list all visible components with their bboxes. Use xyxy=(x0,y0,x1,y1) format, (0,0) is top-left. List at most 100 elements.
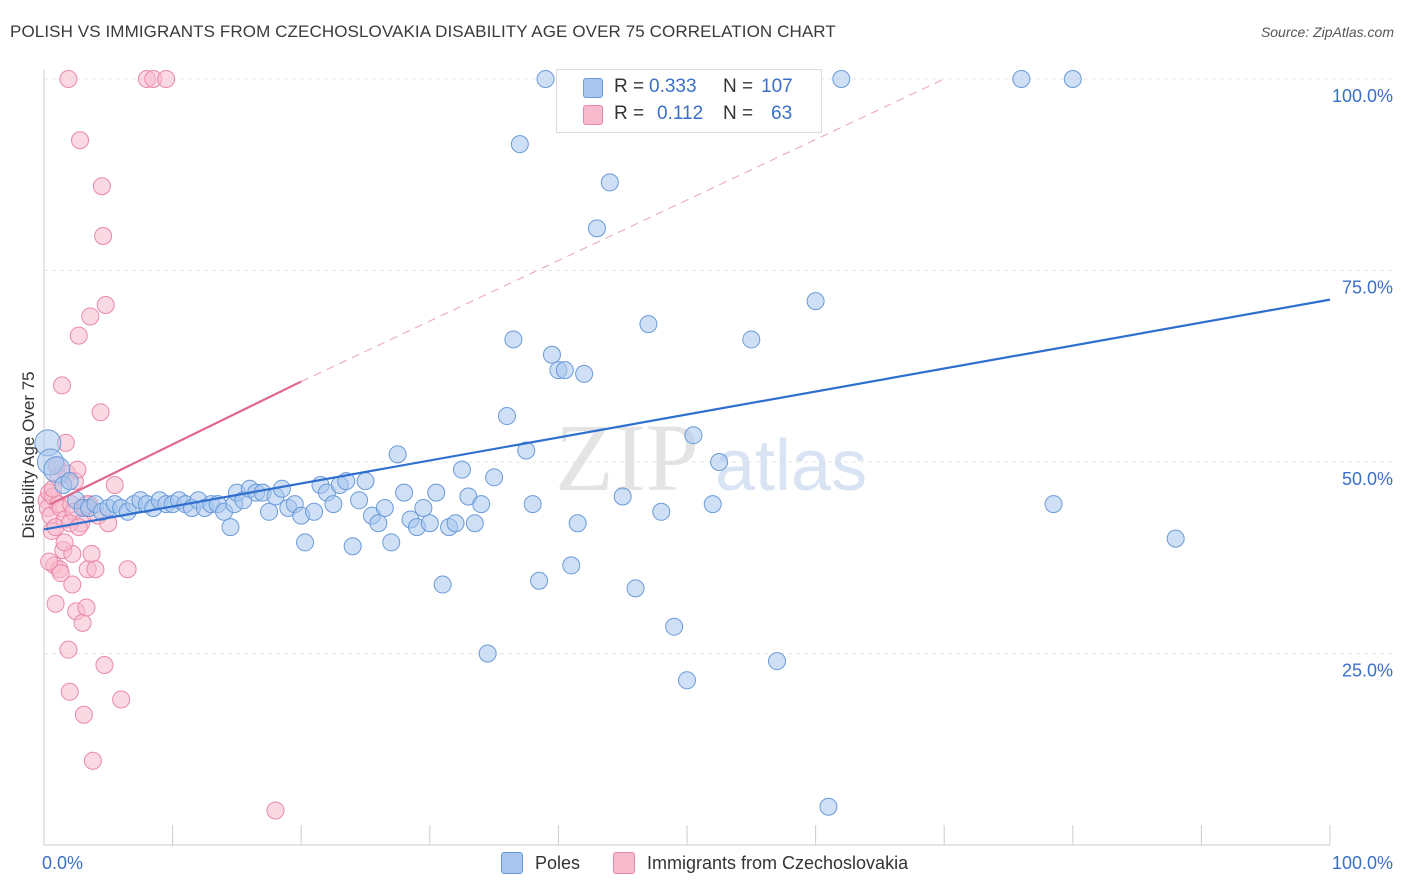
legend-n-value-poles: 107 xyxy=(761,76,793,97)
data-point-poles xyxy=(684,426,703,445)
legend-n-label-poles: N = xyxy=(723,76,754,97)
trend-line-immigrants xyxy=(49,380,302,506)
legend-r-label-immigrants: R = xyxy=(614,103,645,124)
data-point-poles xyxy=(665,617,684,636)
legend-r-value-poles: 0.333 xyxy=(649,76,697,97)
data-point-poles xyxy=(613,487,632,506)
data-point-immigrants xyxy=(95,655,114,674)
grid-lines xyxy=(44,78,1395,654)
data-point-immigrants xyxy=(82,544,101,563)
data-point-immigrants xyxy=(92,177,111,196)
legend-item-swatch-immigrants xyxy=(613,852,635,874)
data-point-immigrants xyxy=(94,227,113,246)
legend-swatch-immigrants xyxy=(583,105,603,125)
legend-r-value-immigrants: 0.112 xyxy=(657,103,704,124)
data-point-poles xyxy=(1044,495,1063,514)
data-point-immigrants xyxy=(53,376,72,395)
data-point-poles xyxy=(678,671,696,690)
data-point-poles xyxy=(324,495,343,514)
data-point-poles xyxy=(626,579,645,598)
data-point-poles xyxy=(703,495,722,514)
data-point-poles xyxy=(296,533,315,552)
data-point-poles xyxy=(1166,529,1185,548)
y-tick-label: 100.0% xyxy=(1332,86,1393,106)
x-tick-label: 100.0% xyxy=(1332,853,1393,873)
data-point-poles xyxy=(305,502,324,521)
data-point-poles xyxy=(542,345,561,364)
legend-item-label-poles: Poles xyxy=(535,852,581,873)
data-point-immigrants xyxy=(112,690,131,709)
legend-item-immigrants: Immigrants from Czechoslovakia xyxy=(613,852,908,874)
data-point-immigrants xyxy=(266,801,285,820)
data-point-poles xyxy=(523,495,542,514)
data-point-poles xyxy=(414,498,433,517)
data-point-poles xyxy=(446,514,465,533)
series-immigrants-czechoslovakia xyxy=(37,70,285,820)
data-point-poles xyxy=(485,468,504,487)
data-point-poles xyxy=(517,441,536,460)
data-point-poles xyxy=(60,472,79,491)
x-tick-label: 0.0% xyxy=(42,853,83,873)
data-point-poles xyxy=(221,518,240,537)
data-point-immigrants xyxy=(46,594,65,613)
data-point-immigrants xyxy=(91,403,110,422)
data-point-immigrants xyxy=(63,575,82,594)
legend-n-value-immigrants: 63 xyxy=(771,103,793,124)
legend-r-label-poles: R = xyxy=(614,76,645,97)
data-point-immigrants xyxy=(73,613,92,632)
data-point-poles xyxy=(742,330,761,349)
data-point-immigrants xyxy=(59,70,78,88)
data-point-poles xyxy=(427,483,446,502)
data-point-poles xyxy=(465,514,484,533)
data-point-immigrants xyxy=(55,533,74,552)
data-point-poles xyxy=(819,797,838,816)
data-point-poles xyxy=(369,514,388,533)
y-tick-label: 75.0% xyxy=(1342,278,1393,298)
data-point-poles xyxy=(395,483,414,502)
data-point-poles xyxy=(832,70,851,88)
y-tick-label: 50.0% xyxy=(1342,469,1393,489)
data-point-poles xyxy=(375,498,394,517)
watermark-atlas: atlas xyxy=(715,426,867,506)
data-point-immigrants xyxy=(71,131,90,150)
data-point-poles xyxy=(575,364,594,383)
data-point-poles xyxy=(1012,70,1031,88)
data-point-poles xyxy=(420,514,439,533)
data-point-poles xyxy=(497,407,516,426)
data-point-immigrants xyxy=(51,564,70,583)
data-point-poles xyxy=(343,537,362,556)
data-point-immigrants xyxy=(77,598,96,617)
data-point-immigrants xyxy=(59,640,78,659)
source-label: Source: ZipAtlas.com xyxy=(1260,24,1394,40)
data-point-immigrants xyxy=(74,705,93,724)
data-point-poles xyxy=(433,575,452,594)
data-point-poles xyxy=(562,556,581,575)
trend-lines xyxy=(43,78,1331,531)
tick-labels: 25.0% 50.0% 75.0% 100.0% 0.0% 100.0% xyxy=(42,86,1393,873)
data-point-poles xyxy=(639,315,658,334)
data-point-poles xyxy=(452,460,471,479)
data-point-poles xyxy=(587,219,606,238)
data-point-immigrants xyxy=(81,307,100,326)
data-point-poles xyxy=(536,70,555,88)
legend-item-swatch-poles xyxy=(501,852,523,874)
y-axis-label: Disability Age Over 75 xyxy=(19,371,38,538)
data-point-immigrants xyxy=(96,295,115,314)
legend-n-label-immigrants: N = xyxy=(723,103,754,124)
legend-swatch-poles xyxy=(583,78,603,98)
data-point-immigrants xyxy=(40,552,59,571)
data-point-poles xyxy=(806,292,825,311)
data-point-poles xyxy=(260,502,279,521)
data-point-poles xyxy=(1063,70,1082,88)
legend-item-label-immigrants: Immigrants from Czechoslovakia xyxy=(647,852,909,873)
data-point-poles xyxy=(600,173,619,192)
data-point-immigrants xyxy=(105,475,124,494)
data-point-poles xyxy=(478,644,497,663)
data-point-poles xyxy=(568,514,587,533)
data-point-immigrants xyxy=(69,326,88,345)
data-point-poles xyxy=(768,652,787,671)
series-legend: Poles Immigrants from Czechoslovakia xyxy=(0,852,1406,876)
trend-line-immigrants-extension xyxy=(300,78,945,383)
data-point-immigrants xyxy=(86,560,105,579)
data-point-poles xyxy=(388,445,407,464)
